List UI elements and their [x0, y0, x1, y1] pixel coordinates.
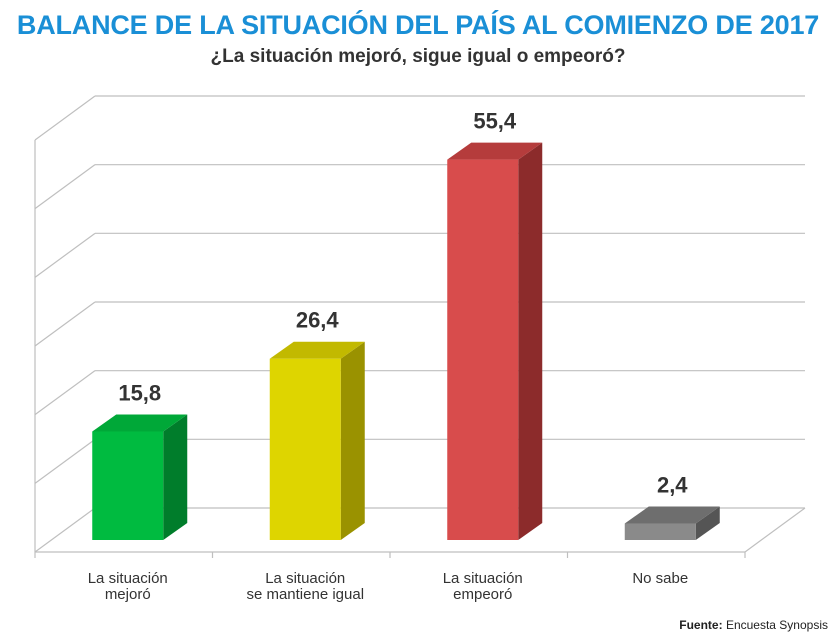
- category-label-line: mejoró: [105, 586, 151, 603]
- gridline-side: [34, 164, 96, 210]
- bar-front: [269, 358, 341, 540]
- category-label-line: empeoró: [453, 586, 512, 603]
- category-label: La situación empeoró: [443, 570, 523, 603]
- bar-side: [518, 142, 543, 540]
- bar-top: [92, 414, 188, 432]
- gridline-side: [34, 301, 96, 347]
- chart-title: BALANCE DE LA SITUACIÓN DEL PAÍS AL COMI…: [16, 10, 820, 40]
- gridline-side: [34, 507, 96, 553]
- category-label-line: La situación: [88, 570, 168, 587]
- bar-top: [624, 506, 720, 524]
- gridline-side: [34, 95, 96, 141]
- category-label: La situación mejoró: [88, 570, 168, 603]
- data-label: 15,8: [118, 381, 161, 406]
- bar-side: [695, 506, 720, 540]
- floor-right-edge: [744, 507, 806, 553]
- gridline-side: [34, 438, 96, 484]
- source-note: Fuente: Encuesta Synopsis: [679, 618, 828, 632]
- bar: [92, 414, 188, 540]
- category-label-line: La situación: [265, 570, 345, 587]
- bar-front: [624, 523, 696, 540]
- category-label-line: La situación: [443, 570, 523, 587]
- bar-side: [163, 414, 188, 540]
- data-label: 55,4: [473, 109, 517, 134]
- bar-top: [447, 142, 543, 160]
- bar-top: [269, 341, 365, 359]
- bar: [269, 341, 365, 540]
- bars-layer: [92, 142, 720, 540]
- source-text: Encuesta Synopsis: [725, 618, 828, 632]
- category-label-line: No sabe: [632, 570, 688, 587]
- category-label: La situación se mantiene igual: [246, 570, 364, 603]
- data-label: 26,4: [296, 308, 340, 333]
- data-label: 2,4: [657, 473, 688, 498]
- category-label-line: se mantiene igual: [246, 586, 364, 603]
- bar-side: [340, 341, 365, 540]
- bar-front: [447, 159, 519, 540]
- category-label: No sabe: [632, 570, 688, 587]
- chart-subtitle: ¿La situación mejoró, sigue igual o empe…: [210, 46, 626, 67]
- bar: [447, 142, 543, 540]
- bar-front: [92, 431, 164, 540]
- gridline-side: [34, 232, 96, 278]
- source-label: Fuente:: [679, 618, 723, 632]
- bar: [624, 506, 720, 540]
- gridline-side: [34, 370, 96, 416]
